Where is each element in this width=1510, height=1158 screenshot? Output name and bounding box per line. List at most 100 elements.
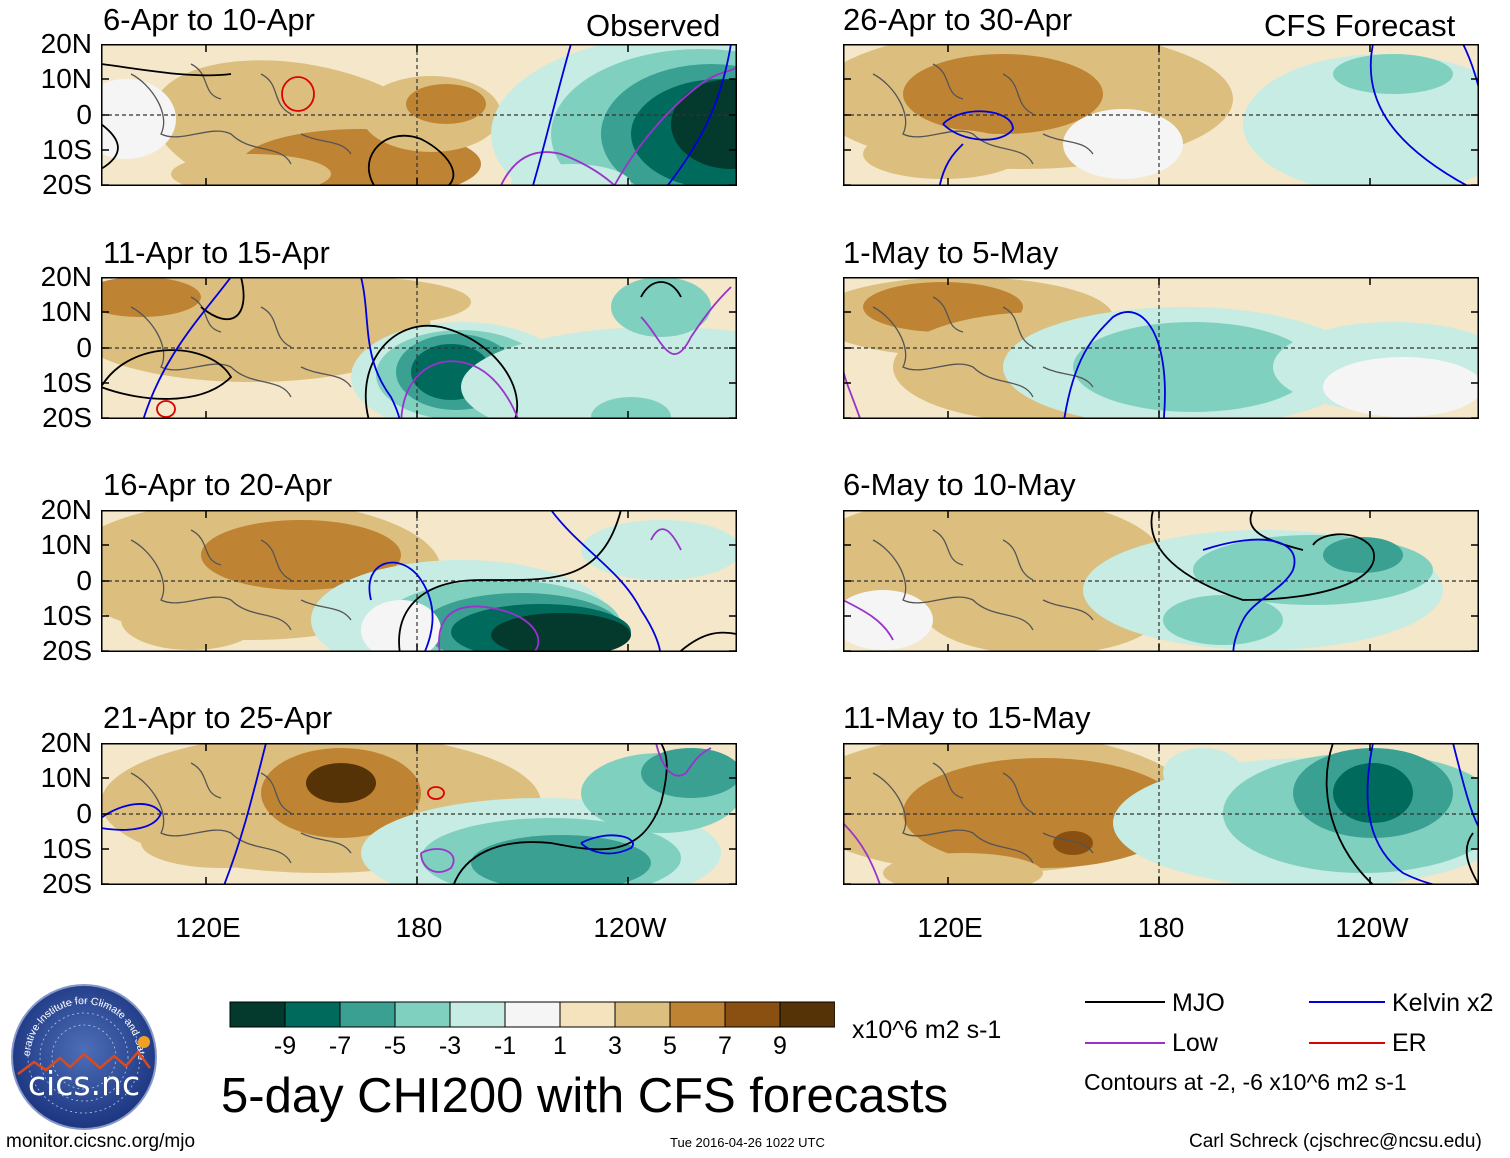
colorbar [229, 1001, 835, 1028]
contour-line [142, 277, 232, 419]
contour-line [1150, 510, 1375, 601]
contour-line [843, 599, 894, 641]
coastline [130, 762, 352, 864]
legend-lines [1085, 1001, 1385, 1044]
lat-label-row4-3: 10S [42, 833, 92, 864]
panel-title-fc-1: 26-Apr to 30-Apr [843, 2, 1073, 37]
chi200-fill-region [1333, 54, 1453, 94]
colorbar-units: x10^6 m2 s-1 [852, 1016, 1002, 1044]
colorbar-tick-label: -3 [438, 1032, 462, 1060]
contour-line [499, 151, 617, 186]
chi200-fill-region [231, 277, 471, 327]
colorbar-bin [559, 1001, 616, 1028]
panel-title-fc-2: 1-May to 5-May [843, 235, 1059, 270]
contour-line [1462, 44, 1479, 92]
lat-label-row3-4: 20S [42, 635, 92, 666]
colorbar-tick-label: 7 [718, 1032, 732, 1060]
contour-line [1369, 44, 1470, 186]
contour-line [101, 63, 232, 77]
observed-panel-1 [101, 44, 737, 186]
chi200-fill-region [461, 327, 737, 419]
legend-label-er: ER [1392, 1029, 1427, 1057]
colorbar-bin [449, 1001, 506, 1028]
panel-title-obs-1: 6-Apr to 10-Apr [103, 2, 315, 37]
colorbar-bin [339, 1001, 396, 1028]
lat-label-row2-2: 0 [76, 332, 92, 363]
chi200-fill-region [491, 613, 631, 652]
footer-author: Carl Schreck (cjschrec@ncsu.edu) [1189, 1131, 1482, 1152]
chi200-fill-region [1323, 357, 1479, 417]
colorbar-tick-label: 3 [608, 1032, 622, 1060]
contour-line [580, 834, 634, 855]
chi200-fill-region [141, 818, 301, 868]
colorbar-bin [614, 1001, 671, 1028]
observed-panel-3 [101, 510, 737, 652]
coastline [872, 762, 1094, 864]
forecast-panel-4 [843, 743, 1479, 885]
coastline [130, 63, 352, 165]
contour-line [531, 44, 572, 186]
logo-text: cics.nc [28, 1064, 140, 1103]
observed-panel-4 [101, 743, 737, 885]
observed-panel-2 [101, 277, 737, 419]
coastline [872, 296, 1094, 398]
er-contour [281, 76, 315, 112]
colorbar-bin [504, 1001, 561, 1028]
chi200-fill-region [903, 54, 1103, 134]
lat-label-row1-0: 20N [40, 28, 92, 59]
contour-line [942, 110, 1014, 141]
contour-line [650, 528, 682, 551]
contour-line [452, 743, 668, 885]
lat-label-row1-4: 20S [42, 169, 92, 200]
panel-title-obs-4: 21-Apr to 25-Apr [103, 700, 333, 735]
legend-label-kelvin: Kelvin x2 [1392, 989, 1494, 1017]
forecast-panel-3 [843, 510, 1479, 652]
coastline [130, 529, 352, 631]
observed-header: Observed [586, 8, 721, 43]
contour-line [368, 561, 434, 652]
colorbar-bin [779, 1001, 835, 1028]
chi200-fill-region [101, 277, 201, 317]
colorbar-bin [669, 1001, 726, 1028]
lon-label-120w-obs: 120W [593, 912, 667, 943]
contour-line [1249, 510, 1304, 551]
contour-line [655, 743, 712, 777]
chi200-fill-region [121, 590, 261, 650]
colorbar-bin [724, 1001, 781, 1028]
lon-label-120w-fc: 120W [1335, 912, 1409, 943]
colorbar-bin [229, 1001, 286, 1028]
footer-url: monitor.cicsnc.org/mjo [6, 1131, 196, 1152]
contour-note: Contours at -2, -6 x10^6 m2 s-1 [1084, 1069, 1407, 1095]
colorbar-tick-label: 5 [663, 1032, 677, 1060]
panel-title-obs-2: 11-Apr to 15-Apr [103, 235, 330, 270]
colorbar-tick-label: -9 [273, 1032, 297, 1060]
contour-line [101, 803, 162, 831]
chi200-fill-region [1053, 831, 1093, 855]
contour-line [101, 349, 233, 400]
chi200-fill-region [903, 758, 1183, 868]
contour-line [101, 123, 119, 170]
panel-title-fc-3: 6-May to 10-May [843, 467, 1076, 502]
legend-label-low: Low [1172, 1029, 1218, 1057]
contour-line [550, 510, 662, 652]
colorbar-tick-label: -7 [328, 1032, 352, 1060]
contour-line [365, 324, 519, 419]
colorbar-tick-label: -1 [493, 1032, 517, 1060]
chi200-fill-region [641, 748, 737, 798]
contour-line [360, 277, 401, 419]
lon-label-120e-obs: 120E [175, 912, 241, 943]
contour-line [200, 277, 245, 321]
contour-line [400, 360, 520, 419]
contour-line [640, 281, 682, 298]
chi200-fill-region [883, 853, 1043, 885]
contour-line [613, 66, 737, 186]
colorbar-tick-label: 1 [553, 1032, 567, 1060]
lat-label-row3-2: 0 [76, 565, 92, 596]
lat-label-row3-0: 20N [40, 494, 92, 525]
chi200-fill-region [843, 590, 933, 650]
lat-label-row3-1: 10N [40, 529, 92, 560]
chi200-fill-region [406, 84, 486, 124]
chi200-fill-region [1073, 322, 1313, 412]
forecast-panel-1 [843, 44, 1479, 186]
er-contour [156, 400, 176, 418]
